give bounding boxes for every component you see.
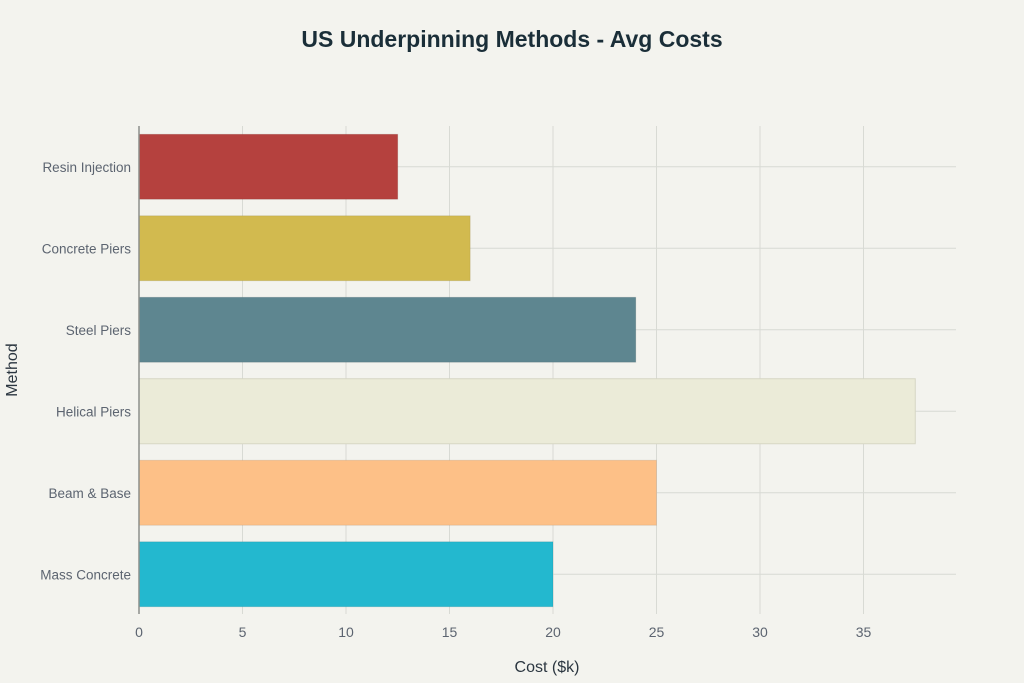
x-tick-label: 0 (135, 624, 143, 640)
x-tick-label: 5 (239, 624, 247, 640)
y-tick-label: Resin Injection (42, 160, 131, 175)
bar-mass-concrete (138, 541, 554, 608)
y-tick-label: Beam & Base (48, 486, 131, 501)
y-tick-label: Helical Piers (56, 404, 131, 419)
y-tick-label: Mass Concrete (40, 567, 131, 582)
bar-helical-piers (138, 378, 916, 445)
x-axis-title: Cost ($k) (515, 659, 580, 676)
x-tick-label: 30 (752, 624, 768, 640)
bar-beam-base (138, 459, 657, 526)
x-tick-label: 25 (649, 624, 665, 640)
chart-title: US Underpinning Methods - Avg Costs (301, 26, 723, 52)
bar-resin-injection (138, 133, 399, 200)
x-tick-label: 10 (338, 624, 354, 640)
y-axis-title: Method (4, 343, 21, 396)
x-tick-label: 15 (442, 624, 458, 640)
y-tick-label: Steel Piers (66, 323, 132, 338)
bar-steel-piers (138, 296, 637, 363)
x-tick-label: 20 (545, 624, 561, 640)
bar-concrete-piers (138, 215, 471, 282)
x-tick-label: 35 (856, 624, 872, 640)
y-tick-label: Concrete Piers (42, 241, 132, 256)
